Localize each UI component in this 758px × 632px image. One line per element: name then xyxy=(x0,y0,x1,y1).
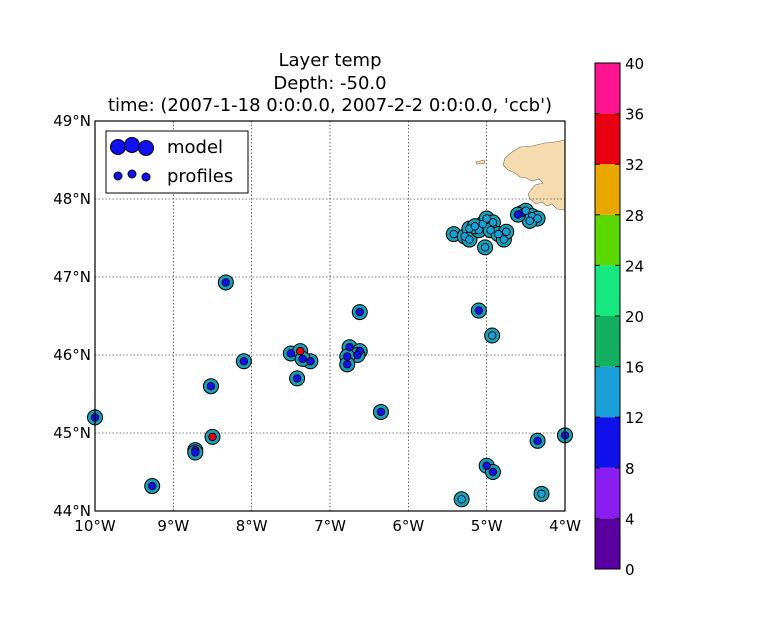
profile-point xyxy=(343,360,352,369)
profile-point xyxy=(239,357,249,366)
profile-point xyxy=(191,448,200,457)
profile-point xyxy=(286,349,296,358)
colorbar-tick-label: 32 xyxy=(625,156,644,174)
land-france-brittany xyxy=(475,139,566,211)
colorbar-tick-label: 8 xyxy=(625,460,635,478)
legend-model-marker xyxy=(110,139,126,155)
profile-point xyxy=(306,357,315,366)
colorbar: 0 4 8 12 16 20 24 28 32 36 40 xyxy=(594,55,644,579)
profile-point xyxy=(353,350,362,360)
colorbar-bin xyxy=(595,164,620,215)
y-tick-label: 44°N xyxy=(53,502,91,520)
profile-point xyxy=(486,225,495,235)
profile-point xyxy=(487,331,497,340)
legend-profiles-marker xyxy=(127,169,137,179)
plot-area xyxy=(87,120,573,512)
x-tick-label: 10°W xyxy=(74,517,116,535)
profile-point xyxy=(474,306,484,315)
plot-frame xyxy=(94,120,566,512)
profile-point xyxy=(480,243,490,252)
y-tick-label: 49°N xyxy=(53,112,91,130)
profile-point xyxy=(345,343,354,352)
legend-model-marker xyxy=(138,140,154,156)
y-tick-label: 47°N xyxy=(53,268,91,286)
colorbar-bin xyxy=(595,518,620,569)
colorbar-bin xyxy=(595,265,620,316)
colorbar-bin xyxy=(595,113,620,165)
profile-point xyxy=(296,346,305,356)
profile-point xyxy=(525,216,534,226)
profile-point xyxy=(502,227,511,236)
colorbar-bin xyxy=(595,63,620,114)
colorbar-ticks: 0 4 8 12 16 20 24 28 32 36 40 xyxy=(595,55,644,579)
profile-point xyxy=(533,436,542,445)
profile-point xyxy=(355,307,364,317)
colorbar-bin xyxy=(595,316,620,367)
x-tick-label: 5°W xyxy=(471,517,503,535)
profile-point xyxy=(537,489,546,499)
colorbar-tick-label: 40 xyxy=(625,55,644,73)
profile-point xyxy=(482,461,491,470)
y-tick-label: 45°N xyxy=(53,424,91,442)
profile-point xyxy=(457,495,466,504)
x-tick-label: 6°W xyxy=(392,517,424,535)
x-axis-ticks: 10°W 9°W 8°W 7°W 6°W 5°W 4°W xyxy=(74,517,581,535)
profile-point xyxy=(221,278,231,287)
x-tick-label: 9°W xyxy=(157,517,189,535)
profile-point xyxy=(470,222,480,231)
legend-model-marker xyxy=(124,137,140,153)
profile-point xyxy=(533,214,542,223)
title-line-3: time: (2007-1-18 0:0:0.0, 2007-2-2 0:0:0… xyxy=(108,95,552,116)
colorbar-tick-label: 28 xyxy=(625,207,644,225)
y-axis-ticks: 44°N 45°N 46°N 47°N 48°N 49°N xyxy=(53,112,91,520)
y-tick-label: 46°N xyxy=(53,346,91,364)
profile-point xyxy=(376,407,386,417)
colorbar-bin xyxy=(595,214,620,266)
profile-points xyxy=(90,206,570,504)
profile-point xyxy=(494,229,503,239)
profile-point xyxy=(488,218,498,227)
legend-profiles-marker xyxy=(113,171,123,181)
chart-title: Layer temp Depth: -50.0 time: (2007-1-18… xyxy=(108,50,552,116)
profile-point xyxy=(521,206,531,215)
colorbar-tick-label: 12 xyxy=(625,409,644,427)
profile-point xyxy=(298,354,307,364)
colorbar-tick-label: 16 xyxy=(625,359,644,377)
x-tick-label: 7°W xyxy=(314,517,346,535)
colorbar-tick-label: 20 xyxy=(625,308,644,326)
profile-point xyxy=(292,374,302,383)
y-tick-label: 48°N xyxy=(53,190,91,208)
colorbar-bin xyxy=(595,366,620,418)
colorbar-tick-label: 4 xyxy=(625,510,635,528)
profile-point xyxy=(465,235,474,244)
legend-profiles-marker xyxy=(141,172,151,182)
profile-point xyxy=(449,229,458,239)
legend-profiles-label: profiles xyxy=(167,166,233,187)
profile-point xyxy=(499,235,509,244)
profile-point xyxy=(488,467,498,477)
profile-point xyxy=(208,432,217,442)
grid xyxy=(95,121,565,511)
legend-model-label: model xyxy=(167,137,223,158)
legend: model profiles xyxy=(105,130,249,194)
x-tick-label: 4°W xyxy=(549,517,581,535)
profile-point xyxy=(206,382,216,391)
title-line-2: Depth: -50.0 xyxy=(273,73,386,94)
x-tick-label: 8°W xyxy=(236,517,268,535)
colorbar-tick-label: 36 xyxy=(625,106,644,124)
colorbar-tick-label: 24 xyxy=(625,257,644,275)
colorbar-bins xyxy=(595,63,620,569)
colorbar-bin xyxy=(595,467,620,519)
profile-point xyxy=(147,481,157,491)
profile-point xyxy=(343,352,352,361)
title-line-1: Layer temp xyxy=(279,50,382,71)
colorbar-tick-label: 0 xyxy=(625,561,635,579)
profile-point xyxy=(513,210,523,219)
colorbar-bin xyxy=(595,417,620,468)
profile-point xyxy=(482,214,491,223)
